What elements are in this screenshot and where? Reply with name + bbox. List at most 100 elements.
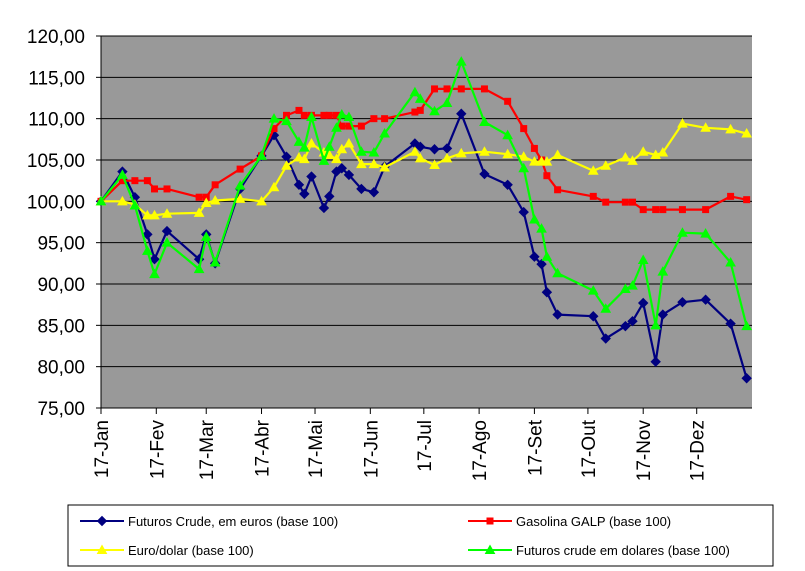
data-point — [743, 196, 751, 204]
data-point — [298, 142, 310, 152]
x-tick-label: 17-Nov — [634, 420, 655, 482]
data-point — [200, 197, 212, 207]
data-point — [552, 149, 563, 160]
data-point — [441, 97, 453, 107]
data-point — [727, 192, 735, 200]
data-point — [193, 207, 205, 217]
data-point — [414, 152, 426, 163]
data-point — [356, 158, 367, 169]
data-point — [637, 297, 649, 309]
data-point — [518, 206, 529, 218]
data-point — [298, 153, 310, 164]
data-point — [268, 113, 280, 123]
data-point — [117, 169, 128, 179]
data-point — [234, 193, 246, 203]
data-point — [457, 85, 465, 93]
data-point — [627, 155, 638, 165]
legend-box — [67, 504, 774, 567]
data-point — [620, 283, 631, 293]
x-tick-labels: 17-Jan 17-Fev 17-Mar 17-Abr 17-Mai 17-Jun 17-J… — [92, 419, 709, 481]
data-point — [368, 147, 380, 157]
data-point — [336, 143, 348, 154]
data-point — [600, 303, 612, 313]
data-point — [381, 115, 389, 123]
legend-label: Futuros Crude, em euros (base 100) — [128, 514, 338, 529]
data-point — [200, 231, 212, 241]
data-point — [368, 187, 380, 198]
data-point — [143, 177, 151, 185]
data-point — [502, 179, 513, 191]
y-tick-label: 85,00 — [37, 316, 85, 337]
data-point — [588, 311, 599, 322]
data-point — [429, 105, 440, 116]
y-tick-label: 95,00 — [37, 234, 85, 255]
data-point — [416, 106, 424, 114]
data-point — [741, 373, 752, 384]
data-point — [95, 195, 107, 206]
data-point — [518, 151, 530, 161]
data-point — [741, 320, 753, 331]
data-point — [293, 179, 305, 191]
data-point — [479, 146, 490, 156]
series-2 — [97, 85, 751, 214]
data-point — [677, 118, 688, 128]
data-point — [600, 160, 612, 170]
legend-marker — [484, 544, 496, 554]
data-point — [318, 202, 330, 214]
data-point — [725, 256, 736, 267]
data-point — [131, 177, 139, 185]
data-point — [300, 111, 308, 119]
data-point — [541, 251, 553, 261]
axes — [96, 35, 752, 414]
data-point — [415, 141, 426, 152]
x-tick-label: 17-Mar — [197, 419, 218, 480]
data-point — [299, 188, 310, 200]
data-point — [479, 168, 490, 180]
data-point — [161, 237, 173, 247]
data-point — [530, 144, 538, 152]
data-point — [536, 223, 547, 233]
data-point — [331, 153, 342, 164]
data-point — [552, 309, 563, 320]
data-point — [336, 109, 348, 119]
data-point — [306, 137, 317, 148]
data-point — [621, 198, 629, 206]
data-point — [518, 162, 530, 173]
data-point — [151, 185, 159, 193]
y-tick-label: 75,00 — [37, 399, 85, 420]
data-point — [529, 214, 540, 224]
data-point — [502, 148, 514, 159]
x-tick-label: 17-Jul — [415, 420, 436, 472]
data-point — [338, 122, 346, 130]
legend-marker — [96, 515, 108, 527]
data-point — [306, 171, 317, 182]
data-point — [209, 256, 221, 267]
data-point — [318, 155, 330, 165]
data-point — [429, 144, 440, 155]
data-point — [268, 181, 280, 192]
data-point — [443, 85, 451, 93]
data-point — [529, 251, 540, 262]
data-point — [650, 319, 662, 330]
data-point — [142, 229, 153, 240]
data-point — [552, 267, 563, 278]
data-point — [256, 150, 267, 160]
data-point — [129, 199, 141, 210]
data-point — [142, 209, 153, 220]
data-point — [700, 294, 711, 305]
data-point — [479, 116, 490, 126]
plot-area — [101, 36, 752, 408]
data-point — [431, 85, 439, 93]
data-point — [149, 268, 160, 279]
data-point — [295, 106, 303, 114]
data-point — [637, 254, 649, 265]
data-point — [323, 141, 335, 151]
data-point — [379, 161, 390, 172]
data-point — [652, 206, 660, 214]
data-point — [520, 125, 528, 133]
y-tick-label: 80,00 — [37, 358, 85, 379]
data-point — [620, 320, 631, 332]
data-point — [657, 266, 669, 276]
data-point — [281, 115, 292, 126]
data-point — [379, 128, 390, 138]
